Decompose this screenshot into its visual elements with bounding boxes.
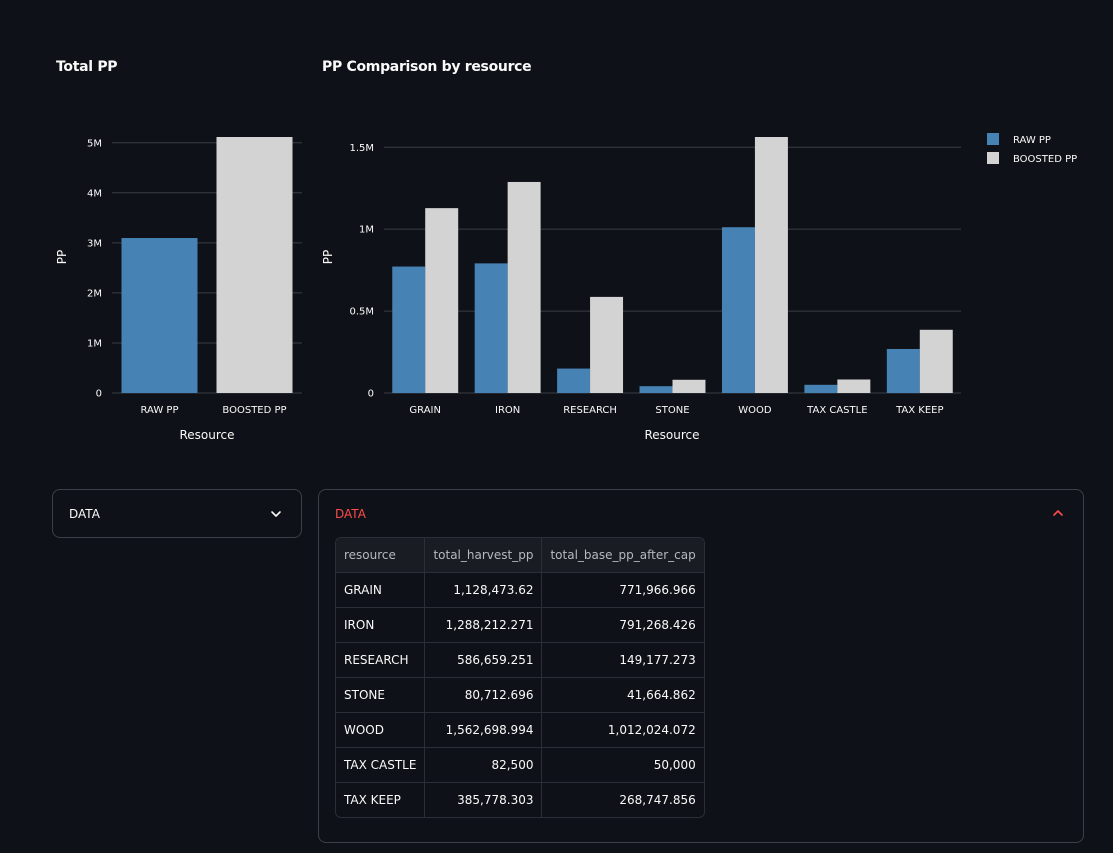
data-table[interactable]: resource total_harvest_pp total_base_pp_… [335, 537, 705, 818]
total-y-axis-title: PP [55, 250, 69, 264]
comparison-x-axis-title: Resource [644, 428, 699, 442]
y-tick-label: 5M [87, 138, 102, 149]
cell-harvest[interactable]: 1,288,212.271 [425, 608, 543, 643]
cell-resource[interactable]: IRON [336, 608, 426, 643]
total-pp-chart: 0 1M 2M 3M 4M 5M RAW PP BOOSTED PP Resource PP [55, 137, 302, 442]
legend-label: BOOSTED PP [1013, 154, 1077, 165]
cell-resource[interactable]: STONE [336, 678, 426, 713]
y-tick-label: 1M [359, 225, 374, 236]
cell-base[interactable]: 1,012,024.072 [542, 713, 704, 748]
y-tick-label: 0 [368, 389, 374, 400]
bar[interactable] [590, 296, 624, 393]
y-tick-label: 1M [87, 338, 102, 349]
bar[interactable] [425, 208, 459, 393]
data-expander-right[interactable]: DATA resource total_harvest_pp total_bas… [318, 489, 1084, 843]
bar[interactable] [557, 368, 591, 393]
y-tick-label: 0 [96, 389, 102, 400]
cell-harvest[interactable]: 80,712.696 [425, 678, 543, 713]
table-row[interactable]: RESEARCH 586,659.251 149,177.273 [336, 643, 704, 678]
cell-harvest[interactable]: 1,562,698.994 [425, 713, 543, 748]
x-tick-label: RESEARCH [563, 405, 617, 416]
cell-base[interactable]: 791,268.426 [542, 608, 704, 643]
data-expander-left[interactable]: DATA [52, 489, 302, 538]
bar[interactable] [474, 263, 508, 393]
cell-harvest[interactable]: 586,659.251 [425, 643, 543, 678]
table-row[interactable]: GRAIN 1,128,473.62 771,966.966 [336, 573, 704, 608]
y-tick-label: 4M [87, 188, 102, 199]
bar[interactable] [919, 329, 953, 393]
cell-resource[interactable]: TAX CASTLE [336, 748, 426, 783]
comparison-y-axis-title: PP [321, 250, 335, 264]
bar[interactable] [672, 379, 706, 393]
table-row[interactable]: IRON 1,288,212.271 791,268.426 [336, 608, 704, 643]
table-row[interactable]: TAX CASTLE 82,500 50,000 [336, 748, 704, 783]
y-tick-label: 2M [87, 288, 102, 299]
legend-swatch [987, 133, 999, 145]
cell-resource[interactable]: WOOD [336, 713, 426, 748]
cell-base[interactable]: 50,000 [542, 748, 704, 783]
x-tick-label: RAW PP [141, 405, 179, 416]
y-tick-label: 3M [87, 238, 102, 249]
bar[interactable] [754, 137, 788, 393]
x-tick-label: STONE [655, 405, 689, 416]
cell-resource[interactable]: TAX KEEP [336, 783, 426, 817]
cell-base[interactable]: 268,747.856 [619, 793, 696, 807]
table-row[interactable]: WOOD 1,562,698.994 1,012,024.072 [336, 713, 704, 748]
expander-right-label: DATA [335, 507, 366, 521]
cell-harvest[interactable]: 1,128,473.62 [425, 573, 543, 608]
total-pp-title: Total PP [56, 59, 118, 75]
comparison-chart: 0 0.5M 1M 1.5M GRAIN IRON RESEARCH STONE WOOD TA… [321, 133, 1077, 442]
chevron-up-icon[interactable] [1050, 505, 1066, 521]
expander-left-label: DATA [69, 507, 100, 521]
y-tick-label: 1.5M [349, 143, 374, 154]
bar[interactable] [507, 181, 541, 393]
x-tick-label: GRAIN [409, 405, 441, 416]
table-row[interactable]: TAX KEEP 385,778.303 268,747.856 [336, 783, 704, 817]
y-tick-label: 0.5M [349, 307, 374, 318]
cell-resource[interactable]: GRAIN [336, 573, 426, 608]
bar[interactable] [121, 238, 198, 393]
column-header[interactable]: total_harvest_pp [425, 538, 543, 573]
comparison-title: PP Comparison by resource [322, 59, 532, 75]
bar[interactable] [804, 384, 838, 393]
table-header-row: resource total_harvest_pp total_base_pp_… [336, 538, 704, 573]
table-row[interactable]: STONE 80,712.696 41,664.862 [336, 678, 704, 713]
cell-harvest[interactable]: 385,778.303 [425, 783, 543, 817]
legend-swatch [987, 152, 999, 164]
legend-label: RAW PP [1013, 135, 1051, 146]
bar[interactable] [886, 348, 920, 393]
cell-harvest[interactable]: 82,500 [425, 748, 543, 783]
x-tick-label: BOOSTED PP [222, 405, 286, 416]
total-x-axis-title: Resource [179, 428, 234, 442]
bar[interactable] [721, 227, 755, 393]
column-header[interactable]: resource [336, 538, 426, 573]
cell-base[interactable]: 149,177.273 [542, 643, 704, 678]
bar[interactable] [639, 386, 673, 393]
cell-base[interactable]: 41,664.862 [542, 678, 704, 713]
chart-legend: RAW PP BOOSTED PP [987, 133, 1077, 165]
cell-base[interactable]: 771,966.966 [542, 573, 704, 608]
x-tick-label: WOOD [738, 405, 772, 416]
x-tick-label: TAX KEEP [895, 405, 943, 416]
column-header[interactable]: total_base_pp_after_cap [542, 538, 704, 573]
chevron-down-icon[interactable] [268, 506, 284, 522]
bar[interactable] [216, 137, 293, 393]
x-tick-label: TAX CASTLE [806, 405, 867, 416]
bar[interactable] [837, 379, 871, 393]
cell-resource[interactable]: RESEARCH [336, 643, 426, 678]
x-tick-label: IRON [495, 405, 520, 416]
bar[interactable] [392, 266, 426, 393]
